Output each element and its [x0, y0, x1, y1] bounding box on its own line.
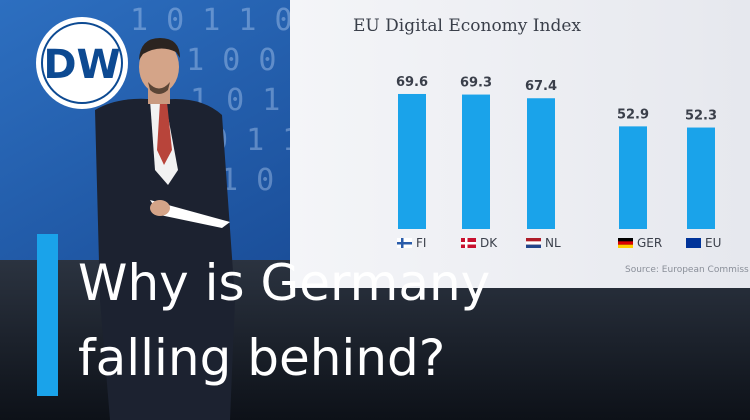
bar	[619, 126, 647, 229]
headline-accent	[37, 234, 58, 396]
value-label: 52.3	[685, 109, 717, 124]
headline-line: falling behind?	[78, 329, 445, 387]
flag	[401, 238, 404, 248]
bar	[462, 94, 490, 229]
category-label: EU	[705, 236, 721, 250]
category-label: DK	[480, 236, 498, 250]
bar	[398, 93, 426, 229]
flag	[526, 241, 541, 245]
presenter	[95, 38, 235, 420]
category-label: GER	[637, 236, 662, 250]
chart-panel	[290, 0, 750, 288]
bar	[527, 98, 555, 229]
value-label: 52.9	[617, 107, 649, 122]
chart-source: Source: European Commiss	[625, 265, 749, 275]
headline-line: Why is Germany	[78, 254, 490, 312]
flag	[686, 238, 701, 248]
flag	[465, 238, 468, 248]
value-label: 69.6	[396, 75, 428, 90]
flag	[461, 242, 476, 245]
flag	[618, 241, 633, 245]
logo-ring	[41, 22, 123, 104]
flag	[397, 242, 412, 245]
flag	[618, 244, 633, 248]
value-label: 67.4	[525, 79, 557, 94]
category-label: NL	[545, 236, 561, 250]
bar-chart: 69.6 FI 69.3 DK 67.4 NL 52.9 GER 52.3 EU	[396, 75, 721, 250]
logo-badge	[36, 17, 128, 109]
flag	[526, 244, 541, 248]
chart-title: EU Digital Economy Index	[353, 16, 581, 36]
logo: DW	[43, 42, 120, 88]
category-label: FI	[416, 236, 426, 250]
bar	[687, 127, 715, 229]
value-label: 69.3	[460, 76, 492, 91]
